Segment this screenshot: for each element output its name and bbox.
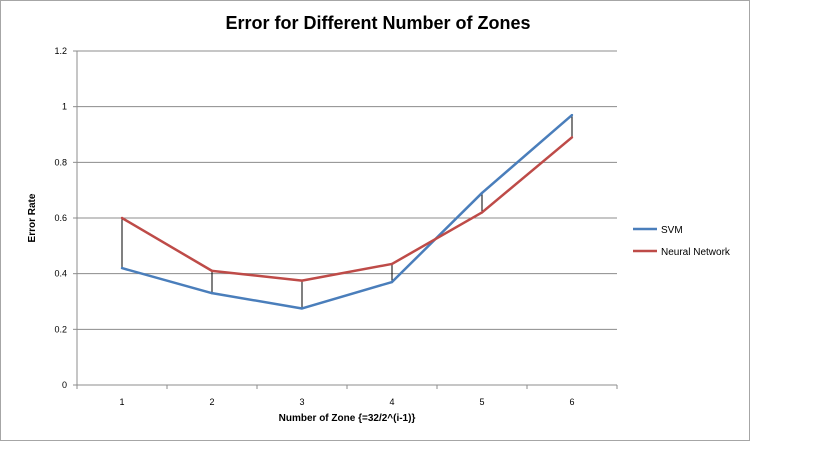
legend-label-neural-network: Neural Network bbox=[661, 247, 731, 258]
y-tick-label: 1.2 bbox=[54, 46, 67, 56]
x-tick-label: 3 bbox=[299, 397, 304, 407]
x-tick-label: 1 bbox=[119, 397, 124, 407]
data-point-neural-network bbox=[300, 279, 304, 282]
gridlines bbox=[77, 50, 617, 330]
data-point-svm bbox=[480, 191, 484, 195]
data-point-neural-network bbox=[390, 262, 394, 266]
series-line-neural-network bbox=[121, 136, 573, 282]
series-line-svm bbox=[121, 114, 573, 310]
drop-lines bbox=[121, 115, 573, 309]
data-point-neural-network bbox=[210, 269, 214, 273]
axes bbox=[73, 50, 618, 389]
data-point-svm bbox=[570, 113, 574, 117]
data-point-svm bbox=[120, 266, 124, 270]
x-tick-label: 2 bbox=[209, 397, 214, 407]
y-axis-label: Error Rate bbox=[27, 193, 38, 242]
data-point-neural-network bbox=[570, 136, 574, 139]
x-tick-label: 5 bbox=[479, 397, 484, 407]
x-tick-label: 4 bbox=[389, 397, 394, 407]
data-point-svm bbox=[210, 291, 214, 295]
y-tick-label: 1 bbox=[62, 102, 67, 112]
x-tick-label: 6 bbox=[569, 397, 574, 407]
data-point-svm bbox=[390, 280, 394, 284]
data-point-neural-network bbox=[480, 211, 484, 214]
x-axis-label: Number of Zone {=32/2^(i-1)} bbox=[279, 413, 416, 424]
legend-label-svm: SVM bbox=[661, 225, 683, 236]
chart-frame: Error for Different Number of Zones Erro… bbox=[0, 0, 750, 441]
line-chart: Error for Different Number of Zones Erro… bbox=[27, 13, 731, 424]
data-point-svm bbox=[300, 307, 304, 310]
tick-labels: 0 0.2 0.4 0.6 0.8 1 1.2 1 2 3 4 5 6 bbox=[54, 46, 574, 407]
y-tick-label: 0.6 bbox=[54, 213, 67, 223]
data-point-neural-network bbox=[120, 216, 124, 220]
y-tick-label: 0.8 bbox=[54, 157, 67, 167]
y-tick-label: 0 bbox=[62, 380, 67, 390]
chart-title: Error for Different Number of Zones bbox=[225, 13, 530, 33]
y-tick-label: 0.4 bbox=[54, 269, 67, 279]
legend: SVM Neural Network bbox=[633, 225, 731, 258]
y-tick-label: 0.2 bbox=[54, 324, 67, 334]
series-layer bbox=[120, 113, 574, 310]
